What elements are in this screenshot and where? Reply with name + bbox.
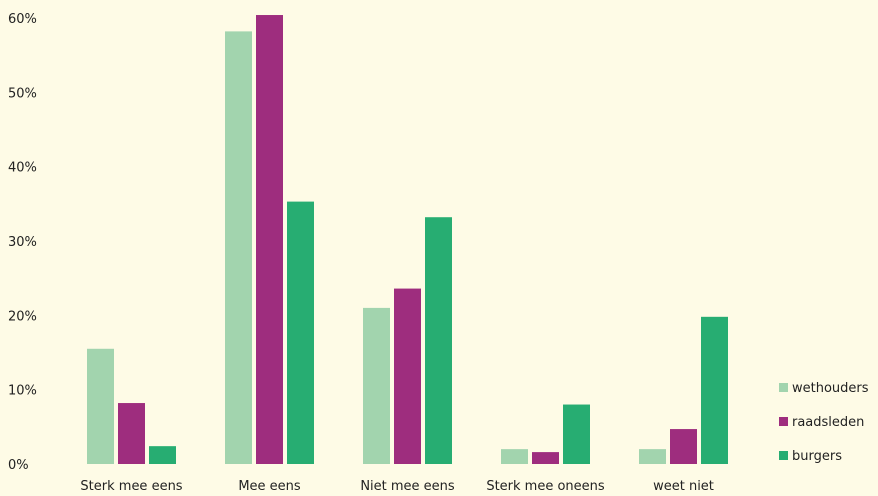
bar-raadsleden	[256, 15, 283, 464]
y-tick-label: 20%	[8, 309, 37, 324]
y-axis-ticks: 0% 10% 20% 30% 40% 50% 60%	[8, 12, 37, 473]
category-label: Sterk mee oneens	[486, 479, 605, 494]
bar-wethouders	[639, 449, 666, 464]
bar-burgers	[563, 404, 590, 464]
y-tick-label: 40%	[8, 161, 37, 176]
category-label: Niet mee eens	[360, 479, 455, 494]
legend-label-burgers: burgers	[792, 449, 842, 464]
bar-wethouders	[87, 348, 114, 464]
y-tick-label: 30%	[8, 235, 37, 250]
category-labels: Sterk mee eens Mee eens Niet mee eens Sterk…	[80, 479, 713, 494]
y-tick-label: 50%	[8, 86, 37, 101]
category-label: Mee eens	[238, 479, 301, 494]
y-tick-label: 60%	[8, 12, 37, 27]
bar-burgers	[425, 217, 452, 464]
y-tick-label: 10%	[8, 384, 37, 399]
bar-raadsleden	[670, 429, 697, 464]
legend-swatch-burgers	[779, 451, 788, 460]
bar-burgers	[149, 446, 176, 464]
bar-raadsleden	[532, 452, 559, 464]
legend-label-raadsleden: raadsleden	[792, 415, 864, 430]
bars	[87, 15, 728, 464]
bar-wethouders	[225, 31, 252, 464]
bar-burgers	[287, 201, 314, 464]
legend: wethouders raadsleden burgers	[779, 381, 869, 464]
category-label: Sterk mee eens	[80, 479, 182, 494]
bar-burgers	[701, 316, 728, 464]
legend-swatch-wethouders	[779, 383, 788, 392]
legend-swatch-raadsleden	[779, 417, 788, 426]
bar-raadsleden	[394, 288, 421, 464]
bar-wethouders	[363, 307, 390, 464]
legend-label-wethouders: wethouders	[792, 381, 869, 396]
y-tick-label: 0%	[8, 458, 29, 473]
bar-raadsleden	[118, 403, 145, 464]
bar-wethouders	[501, 449, 528, 464]
category-label: weet niet	[653, 479, 714, 494]
